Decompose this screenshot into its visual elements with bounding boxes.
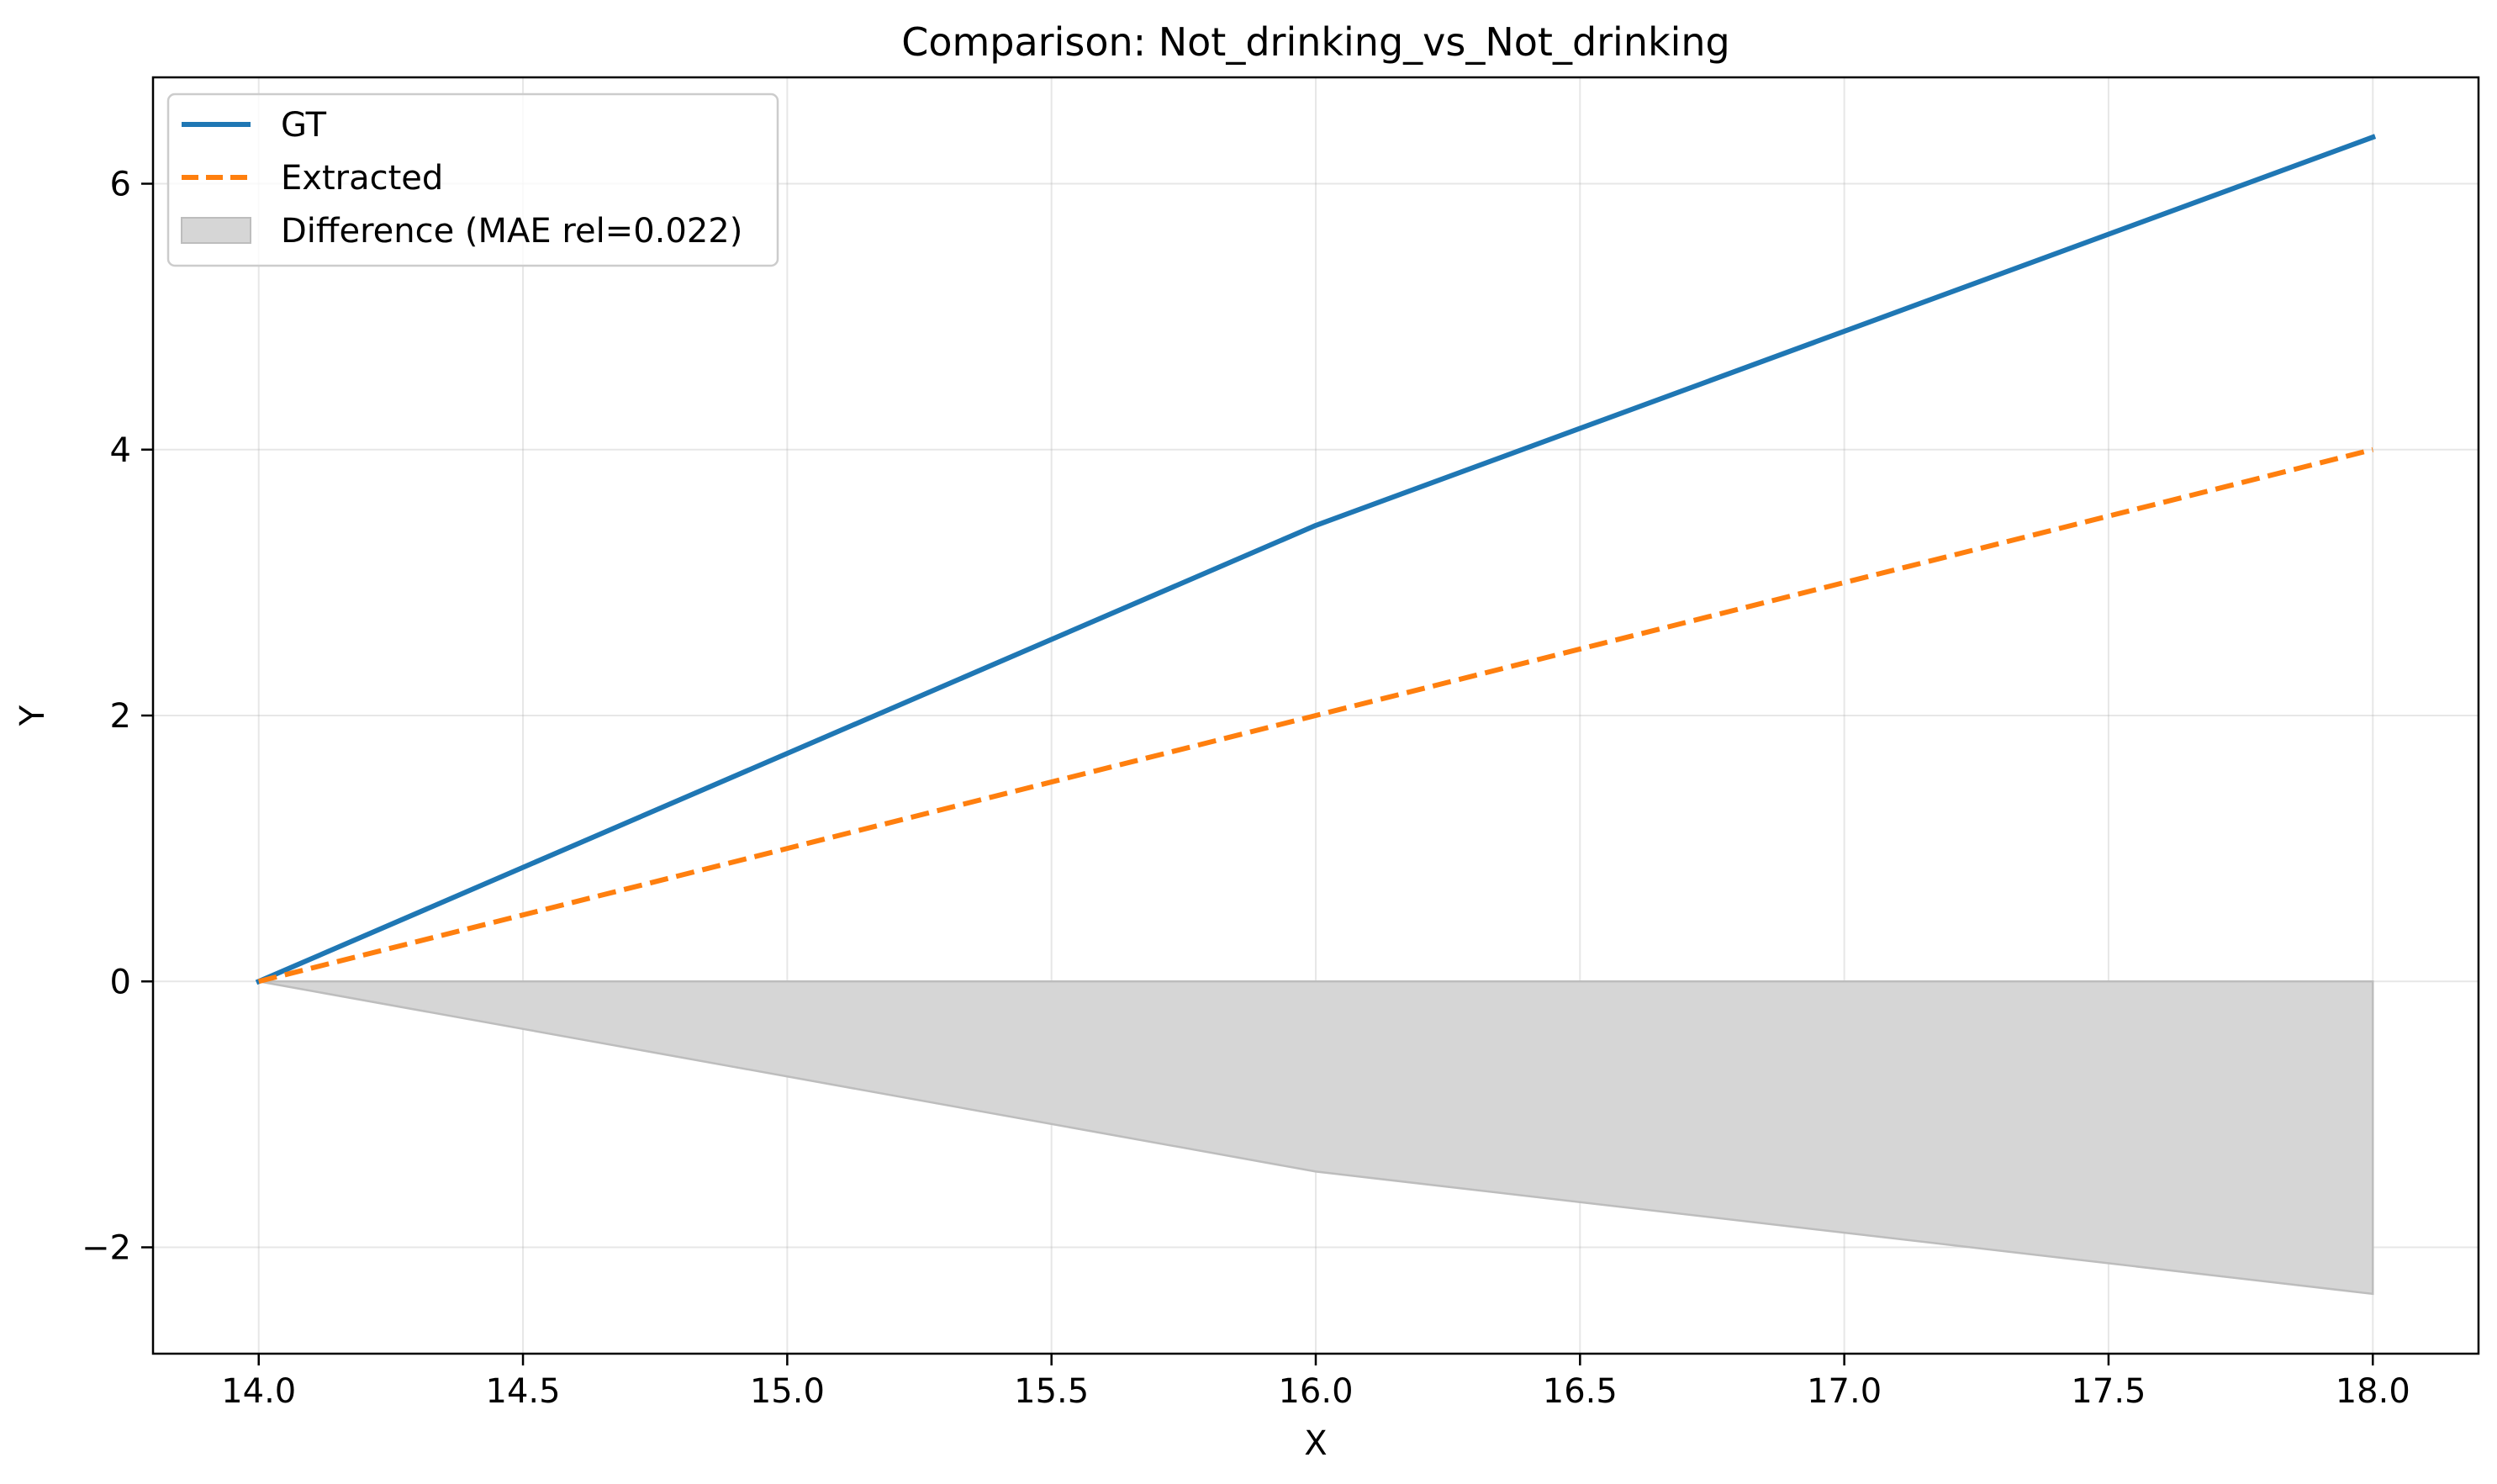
legend-label-gt: GT	[281, 106, 327, 145]
legend-swatch-difference	[181, 217, 251, 244]
y-axis-title: Y	[13, 705, 52, 726]
legend-label-difference: Difference (MAE rel=0.022)	[281, 212, 742, 251]
x-axis-title: X	[1304, 1424, 1327, 1463]
series-line-gt	[255, 134, 2377, 985]
x-tick-label: 15.5	[1014, 1372, 1089, 1411]
y-tick-label: 6	[110, 166, 131, 204]
legend: GT Extracted Difference (MAE rel=0.022)	[166, 92, 779, 267]
axis-ticks: 14.0 14.5 15.0 15.5 16.0 16.5 17.0 17.5 18.0 −2 0 2…	[82, 166, 2410, 1412]
x-tick-label: 17.0	[1807, 1372, 1882, 1411]
y-tick-label: −2	[82, 1229, 131, 1268]
y-tick-label: 2	[110, 697, 131, 736]
x-tick-label: 17.5	[2071, 1372, 2146, 1411]
chart-title: Comparison: Not_drinking_vs_Not_drinking	[901, 19, 1730, 65]
y-tick-label: 0	[110, 963, 131, 1001]
series-lines-layer	[255, 134, 2377, 985]
x-tick-label: 18.0	[2336, 1372, 2410, 1411]
x-tick-label: 14.5	[486, 1372, 561, 1411]
legend-label-extracted: Extracted	[281, 159, 443, 198]
x-tick-label: 16.0	[1278, 1372, 1353, 1411]
x-tick-label: 14.0	[221, 1372, 296, 1411]
y-tick-label: 4	[110, 431, 131, 470]
x-tick-label: 15.0	[750, 1372, 825, 1411]
x-tick-label: 16.5	[1543, 1372, 1618, 1411]
legend-box	[166, 92, 779, 267]
difference-area	[258, 980, 2374, 1296]
series-line-extracted	[257, 446, 2374, 985]
difference-area-layer	[258, 980, 2374, 1296]
